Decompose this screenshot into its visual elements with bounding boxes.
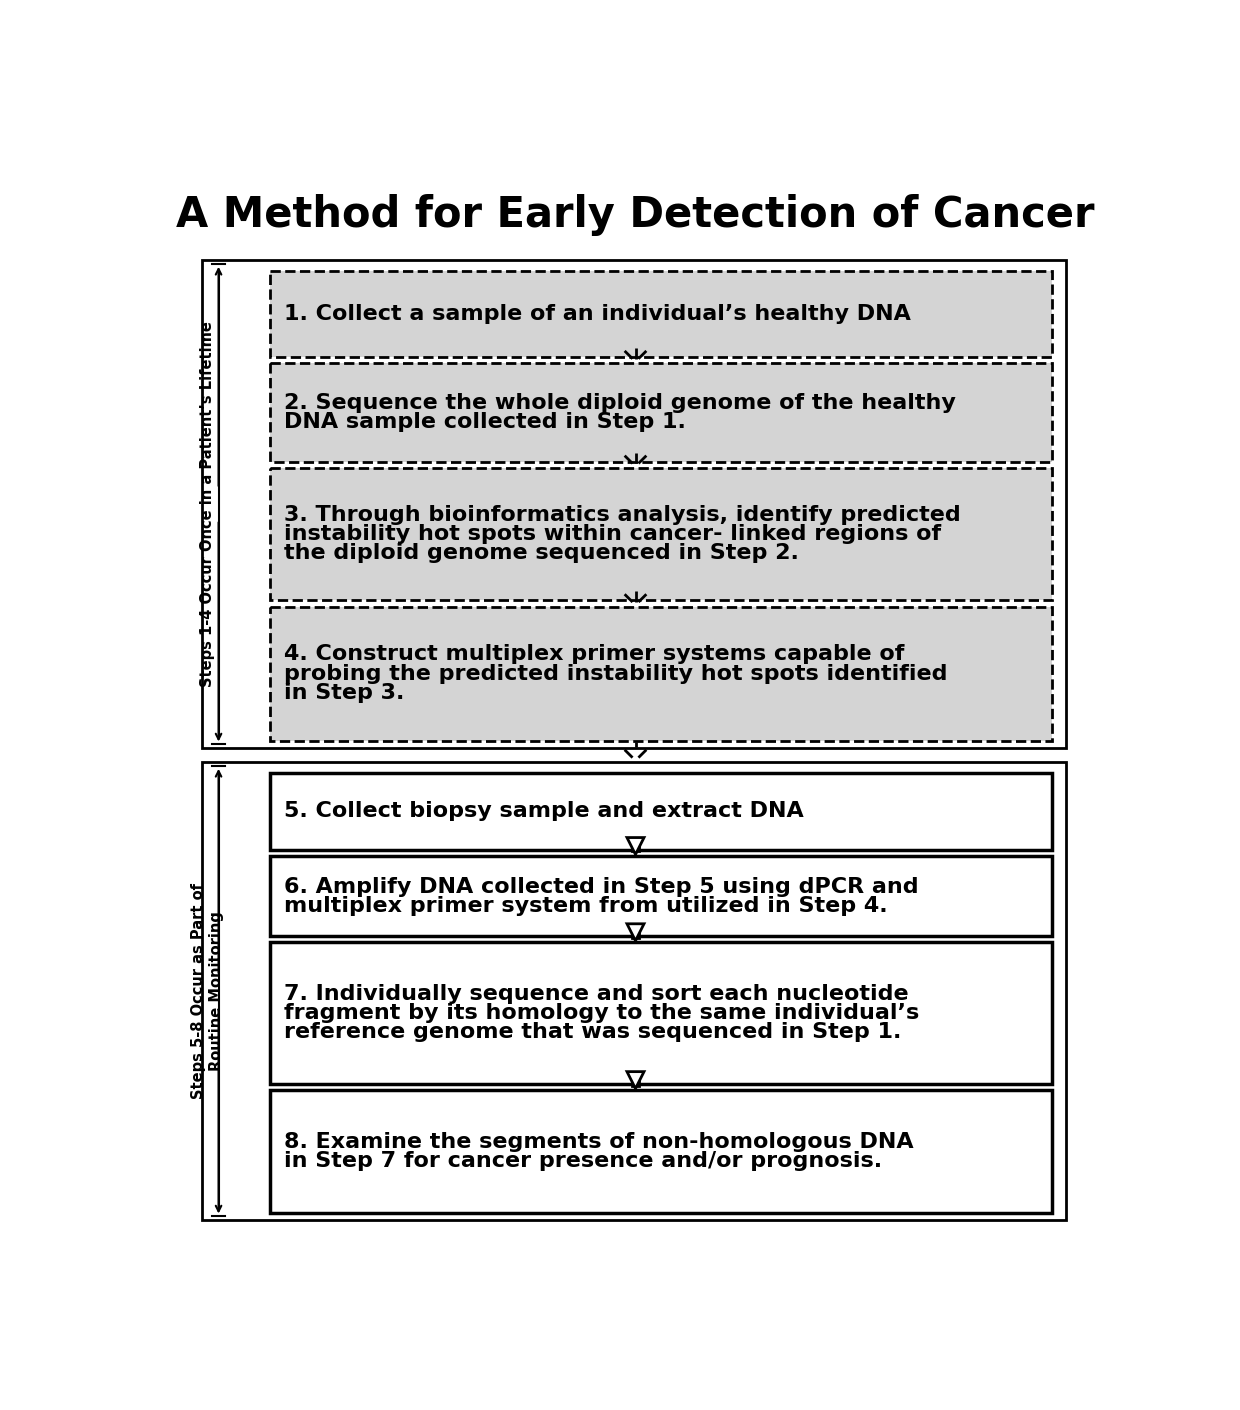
Bar: [270, 856, 1053, 936]
Text: DNA sample collected in Step 1.: DNA sample collected in Step 1.: [284, 412, 686, 431]
Text: 7. Individually sequence and sort each nucleotide: 7. Individually sequence and sort each n…: [284, 984, 908, 1004]
Bar: [632, 1072, 639, 1086]
Text: 5. Collect biopsy sample and extract DNA: 5. Collect biopsy sample and extract DNA: [284, 801, 804, 822]
Bar: [270, 468, 1053, 601]
Text: fragment by its homology to the same individual’s: fragment by its homology to the same ind…: [284, 1003, 919, 1024]
Polygon shape: [627, 838, 644, 854]
Bar: [270, 773, 1053, 850]
Text: 6. Amplify DNA collected in Step 5 using dPCR and: 6. Amplify DNA collected in Step 5 using…: [284, 877, 919, 897]
Polygon shape: [627, 924, 644, 940]
Text: 1. Collect a sample of an individual’s healthy DNA: 1. Collect a sample of an individual’s h…: [284, 305, 910, 324]
Bar: [201, 259, 1065, 749]
Bar: [270, 606, 1053, 740]
Bar: [270, 271, 1053, 357]
Text: A Method for Early Detection of Cancer: A Method for Early Detection of Cancer: [176, 195, 1095, 237]
Bar: [270, 606, 1053, 740]
Text: in Step 3.: in Step 3.: [284, 682, 404, 702]
Bar: [632, 924, 639, 938]
Text: 2. Sequence the whole diploid genome of the healthy: 2. Sequence the whole diploid genome of …: [284, 393, 956, 413]
Bar: [270, 364, 1053, 462]
Text: in Step 7 for cancer presence and/or prognosis.: in Step 7 for cancer presence and/or pro…: [284, 1152, 882, 1172]
Text: reference genome that was sequenced in Step 1.: reference genome that was sequenced in S…: [284, 1022, 901, 1042]
Text: 8. Examine the segments of non-homologous DNA: 8. Examine the segments of non-homologou…: [284, 1132, 914, 1152]
Bar: [632, 838, 639, 852]
Text: the diploid genome sequenced in Step 2.: the diploid genome sequenced in Step 2.: [284, 543, 799, 563]
Bar: [270, 942, 1053, 1084]
Bar: [270, 1090, 1053, 1214]
Bar: [270, 271, 1053, 357]
Text: multiplex primer system from utilized in Step 4.: multiplex primer system from utilized in…: [284, 895, 888, 915]
Text: instability hot spots within cancer- linked regions of: instability hot spots within cancer- lin…: [284, 525, 941, 544]
Text: 4. Construct multiplex primer systems capable of: 4. Construct multiplex primer systems ca…: [284, 644, 904, 664]
Text: Steps 5-8 Occur as Part of
Routine Monitoring: Steps 5-8 Occur as Part of Routine Monit…: [191, 883, 224, 1100]
Text: Steps 1-4 Occur Once in a Patient’s Lifetime: Steps 1-4 Occur Once in a Patient’s Life…: [200, 321, 216, 687]
Bar: [270, 468, 1053, 601]
Polygon shape: [627, 1072, 644, 1089]
Text: 3. Through bioinformatics analysis, identify predicted: 3. Through bioinformatics analysis, iden…: [284, 505, 961, 525]
Bar: [201, 761, 1065, 1220]
Text: probing the predicted instability hot spots identified: probing the predicted instability hot sp…: [284, 664, 947, 684]
Bar: [270, 364, 1053, 462]
